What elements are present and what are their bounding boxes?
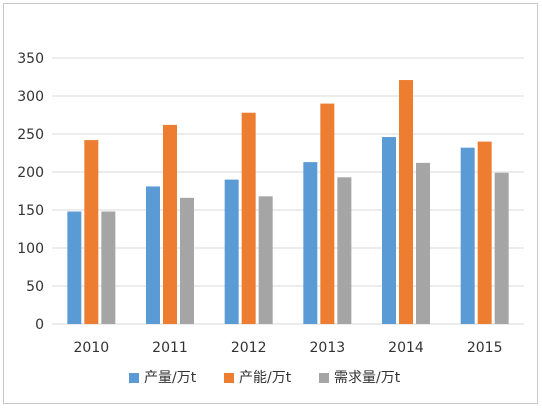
legend-swatch xyxy=(319,373,329,383)
bar xyxy=(180,197,194,324)
x-tick-label: 2011 xyxy=(152,340,188,356)
bars xyxy=(67,80,509,324)
bar xyxy=(303,162,318,324)
y-tick-label: 250 xyxy=(17,127,44,143)
bar xyxy=(382,137,396,324)
x-tick-label: 2012 xyxy=(231,340,267,356)
y-tick-label: 0 xyxy=(35,317,44,333)
bar xyxy=(84,140,99,324)
x-tick-label: 2015 xyxy=(467,340,503,356)
legend: 产量/万t 产能/万t 需求量/万t xyxy=(129,370,401,386)
bar xyxy=(163,124,177,324)
bar xyxy=(494,172,509,324)
bar xyxy=(67,211,82,324)
legend-label: 需求量/万t xyxy=(334,370,401,386)
y-tick-label: 300 xyxy=(17,89,44,105)
x-tick-label: 2014 xyxy=(388,340,424,356)
gridlines xyxy=(52,57,524,325)
legend-swatch xyxy=(224,373,234,383)
bar xyxy=(258,196,273,324)
x-tick-label: 2013 xyxy=(310,340,346,356)
y-tick-label: 150 xyxy=(17,203,44,219)
bar xyxy=(416,162,430,324)
bar xyxy=(399,80,413,324)
legend-swatch xyxy=(129,373,139,383)
y-tick-label: 50 xyxy=(26,279,44,295)
y-axis: 0 50 100 150 200 250 300 350 xyxy=(17,51,44,333)
bar xyxy=(146,186,160,324)
y-tick-label: 100 xyxy=(17,241,44,257)
legend-label: 产量/万t xyxy=(144,370,197,386)
bar xyxy=(101,211,116,324)
legend-label: 产能/万t xyxy=(239,370,292,386)
y-tick-label: 200 xyxy=(17,165,44,181)
x-tick-label: 2010 xyxy=(74,340,110,356)
bar xyxy=(224,179,239,324)
bar xyxy=(320,103,335,324)
x-axis: 2010 2011 2012 2013 2014 2015 xyxy=(74,340,503,356)
bar xyxy=(460,147,475,324)
bar xyxy=(477,141,492,324)
bar xyxy=(337,177,352,324)
bar xyxy=(241,112,256,324)
y-tick-label: 350 xyxy=(17,51,44,67)
